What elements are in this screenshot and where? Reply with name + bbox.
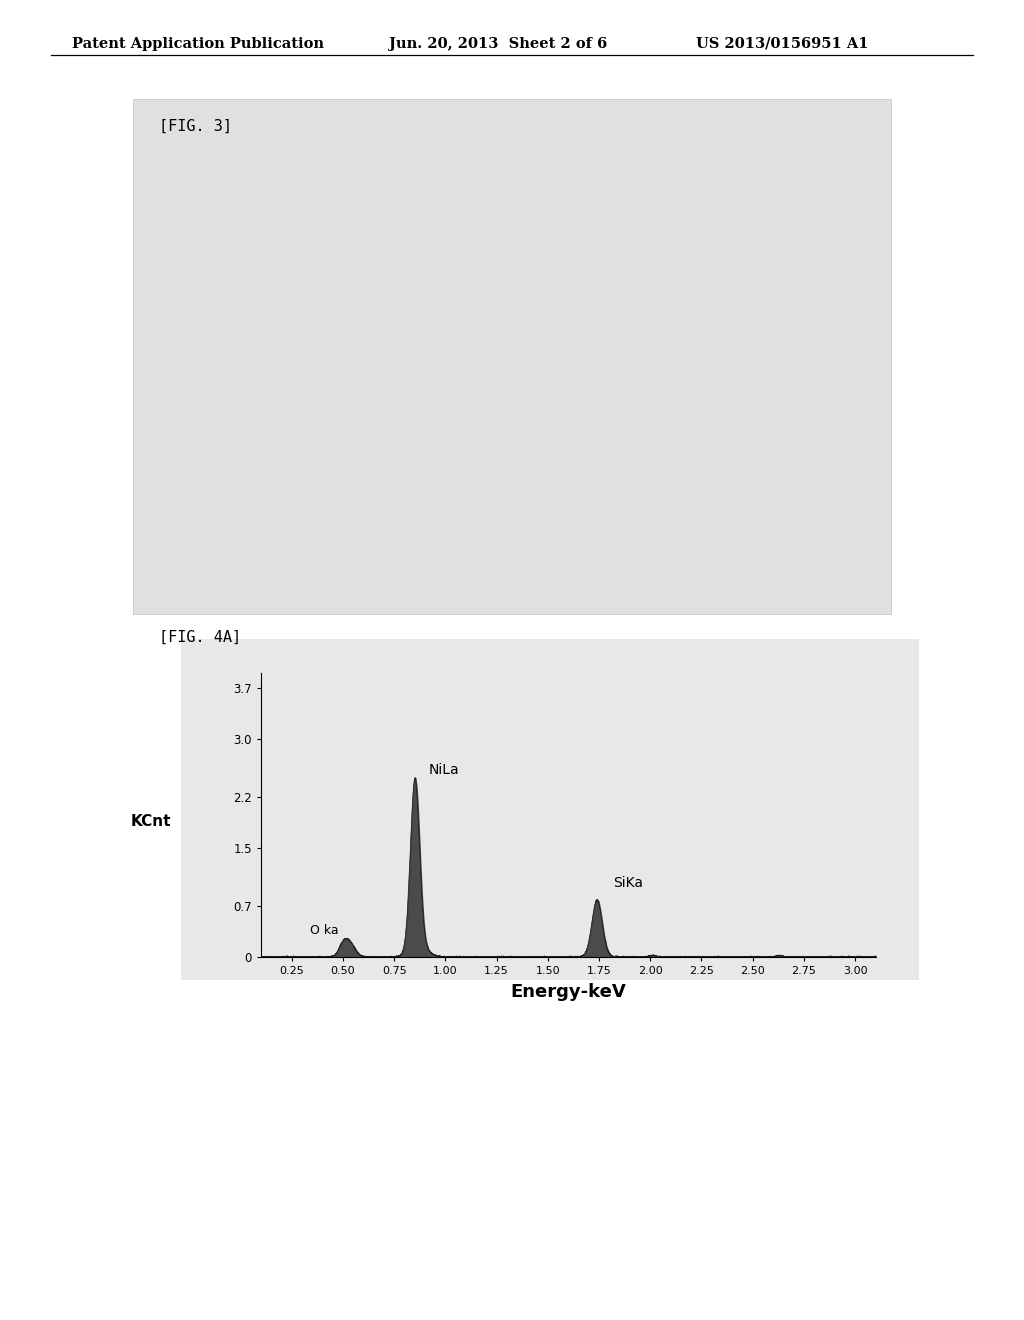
Text: SiKa: SiKa: [613, 876, 643, 890]
Text: US 2013/0156951 A1: US 2013/0156951 A1: [696, 37, 868, 51]
Text: O ka: O ka: [310, 924, 339, 937]
Text: NiLa: NiLa: [429, 763, 460, 776]
Text: Jun. 20, 2013  Sheet 2 of 6: Jun. 20, 2013 Sheet 2 of 6: [389, 37, 607, 51]
Text: [FIG. 4A]: [FIG. 4A]: [159, 630, 241, 644]
Text: Substrate: Substrate: [413, 318, 505, 337]
Text: Patent Application Publication: Patent Application Publication: [72, 37, 324, 51]
X-axis label: Energy-keV: Energy-keV: [510, 983, 627, 1001]
Bar: [159, 566, 794, 601]
FancyBboxPatch shape: [181, 639, 919, 979]
Text: SEMCO-AE 5.0kV 6.1mm x5.00k SE(U) 3/4/10: SEMCO-AE 5.0kV 6.1mm x5.00k SE(U) 3/4/10: [165, 579, 335, 586]
Text: [FIG. 3]: [FIG. 3]: [159, 119, 231, 133]
Text: NWs: NWs: [184, 182, 237, 202]
Y-axis label: KCnt: KCnt: [130, 814, 171, 829]
Text: 10.0um: 10.0um: [698, 581, 724, 586]
Text: Ni agglomeration: Ni agglomeration: [476, 428, 625, 442]
